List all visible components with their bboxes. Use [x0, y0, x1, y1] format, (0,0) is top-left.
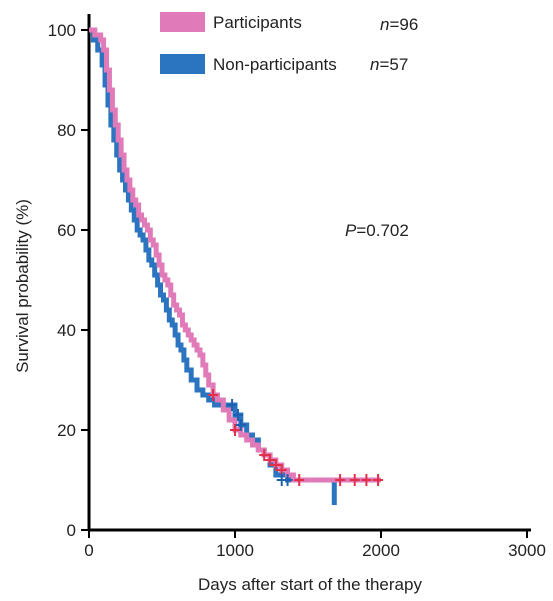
y-tick-label: 40: [57, 321, 76, 340]
x-tick-label: 1000: [216, 541, 254, 560]
censor-mark: [335, 474, 346, 486]
censor-mark: [259, 449, 270, 461]
p-value-annotation: P=0.702: [345, 221, 409, 240]
n-value: =96: [389, 15, 418, 34]
y-tick-label: 0: [67, 521, 76, 540]
x-tick-label: 3000: [508, 541, 546, 560]
censor-mark: [230, 424, 240, 436]
series-line-non-participants: [89, 27, 337, 505]
legend: Participants n=96 Non-participants n=57: [160, 12, 418, 74]
censor-mark: [270, 459, 281, 471]
legend-swatch-non-participants: [160, 54, 205, 74]
n-symbol: n: [380, 15, 389, 34]
y-axis-label: Survival probability (%): [13, 199, 32, 373]
y-tick-label: 20: [57, 421, 76, 440]
censor-mark: [232, 409, 243, 421]
censor-mark: [349, 474, 360, 486]
legend-label-non-participants: Non-participants: [213, 55, 337, 74]
censor-mark: [373, 474, 384, 486]
x-tick-label: 0: [84, 541, 93, 560]
censor-mark: [265, 454, 276, 466]
x-axis-label: Days after start of the therapy: [198, 575, 422, 594]
x-tick-label: 2000: [362, 541, 400, 560]
censor-mark: [282, 474, 293, 486]
series-layer: [89, 27, 381, 505]
n-symbol: n: [370, 55, 379, 74]
censor-marks: [208, 389, 384, 486]
legend-n-non-participants: n=57: [370, 55, 408, 74]
p-value: =0.702: [356, 221, 408, 240]
y-tick-label: 80: [57, 121, 76, 140]
censor-mark: [227, 399, 238, 411]
y-tick-label: 60: [57, 221, 76, 240]
p-symbol: P: [345, 221, 357, 240]
censor-mark: [294, 474, 305, 486]
legend-n-participants: n=96: [380, 15, 418, 34]
x-axis-ticks: 0 1000 2000 3000: [84, 530, 546, 560]
legend-swatch-participants: [160, 12, 205, 32]
censor-mark: [208, 389, 219, 401]
legend-label-participants: Participants: [213, 13, 302, 32]
n-value: =57: [379, 55, 408, 74]
censor-mark: [235, 419, 246, 431]
censor-mark: [361, 474, 372, 486]
series-line-participants: [89, 27, 381, 483]
y-axis-ticks: 0 20 40 60 80 100: [48, 21, 89, 540]
y-tick-label: 100: [48, 21, 76, 40]
